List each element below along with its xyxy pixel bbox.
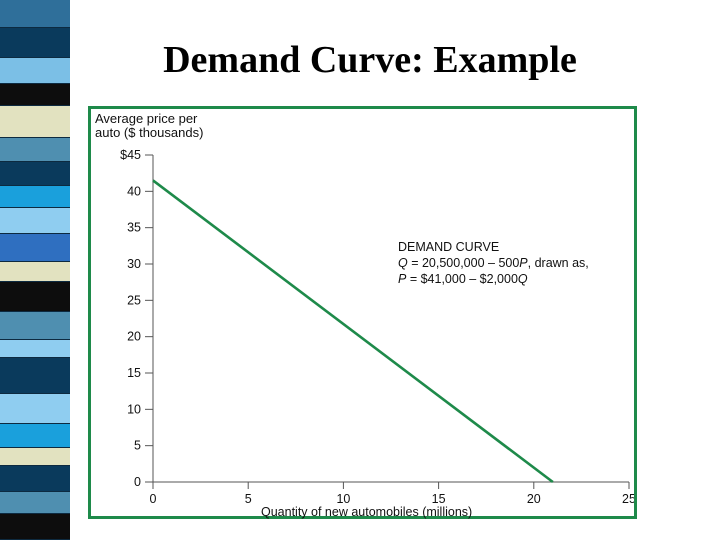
x-tick-label: 25: [622, 492, 634, 506]
strip-block: [0, 208, 70, 234]
x-tick-label: 20: [527, 492, 541, 506]
strip-block: [0, 58, 70, 84]
annotation-line-2: P = $41,000 – $2,000Q: [398, 272, 528, 286]
demand-curve-line: [152, 179, 554, 484]
strip-block: [0, 358, 70, 394]
strip-block: [0, 514, 70, 540]
y-tick-label: 10: [127, 402, 141, 416]
chart-frame: $45 40 35 30 25 20 15 10 5 0 0 5 10 15 20 25 Average pr…: [88, 106, 637, 519]
y-tick-label: 30: [127, 257, 141, 271]
strip-block: [0, 106, 70, 138]
y-axis-label-line-2: auto ($ thousands): [95, 125, 204, 140]
x-tick-label: 0: [150, 492, 157, 506]
strip-block: [0, 448, 70, 466]
strip-block: [0, 28, 70, 58]
x-tick-label: 15: [432, 492, 446, 506]
y-tick-label: 5: [134, 439, 141, 453]
y-tick-label: 35: [127, 221, 141, 235]
y-tick-label: 25: [127, 293, 141, 307]
annotation-title: DEMAND CURVE: [398, 240, 500, 254]
strip-block: [0, 186, 70, 208]
strip-block: [0, 340, 70, 358]
y-axis-label-line-1: Average price per: [95, 111, 198, 126]
x-tick-label: 10: [336, 492, 350, 506]
y-tick-label: 15: [127, 366, 141, 380]
annotation-line-1: Q = 20,500,000 – 500P, drawn as,: [398, 256, 589, 270]
strip-block: [0, 394, 70, 424]
y-tick-label: 20: [127, 330, 141, 344]
strip-block: [0, 84, 70, 106]
strip-block: [0, 234, 70, 262]
strip-block: [0, 466, 70, 492]
y-tick-label: 40: [127, 184, 141, 198]
x-axis-label: Quantity of new automobiles (millions): [261, 505, 473, 519]
strip-block: [0, 312, 70, 340]
strip-block: [0, 492, 70, 514]
decorative-side-strip: [0, 0, 70, 540]
strip-block: [0, 0, 70, 28]
slide-title: Demand Curve: Example: [163, 39, 577, 81]
demand-curve-chart: $45 40 35 30 25 20 15 10 5 00 5 10 15 20 25: [120, 148, 634, 506]
strip-block: [0, 262, 70, 282]
y-tick-label: 0: [134, 475, 141, 489]
strip-block: [0, 138, 70, 162]
strip-block: [0, 282, 70, 312]
y-tick-label: $45: [120, 148, 141, 162]
strip-block: [0, 162, 70, 186]
strip-block: [0, 424, 70, 448]
x-tick-label: 5: [245, 492, 252, 506]
